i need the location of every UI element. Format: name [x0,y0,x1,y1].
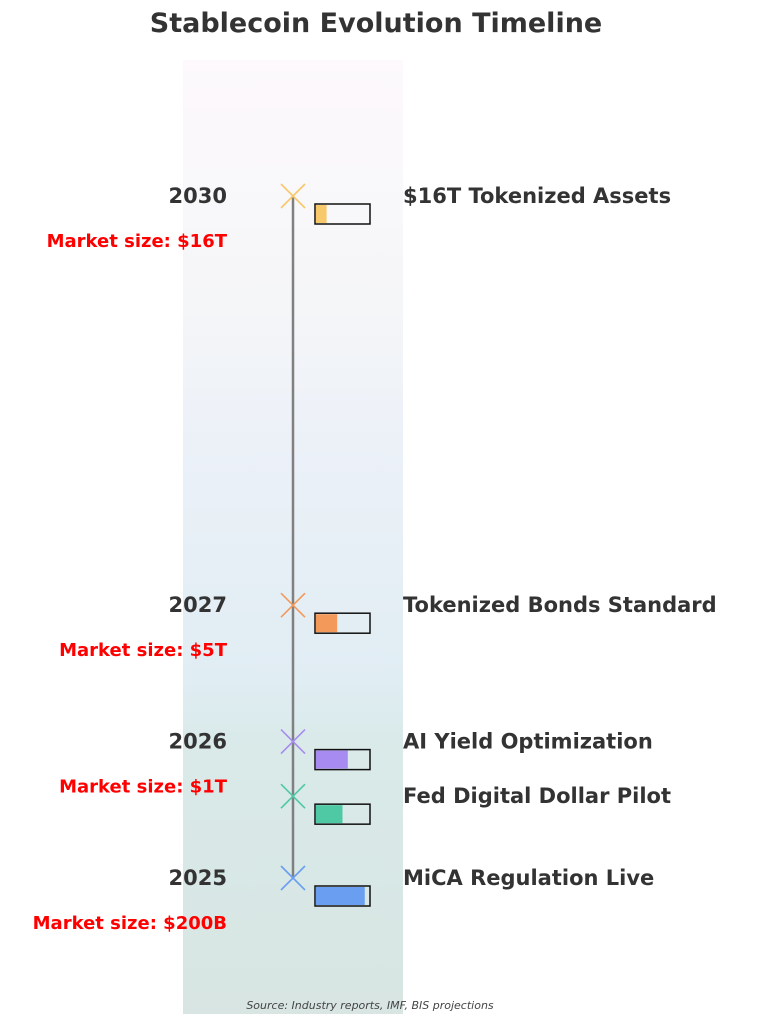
event-market-size: Market size: $1T [59,777,228,798]
timeline-event: 2030 Market size: $16T $16T Tokenized Asse… [47,183,671,252]
event-label: Fed Digital Dollar Pilot [403,784,671,808]
event-market-size: Market size: $5T [59,640,228,661]
progress-bar-outline [314,203,371,225]
event-label: $16T Tokenized Assets [403,184,671,208]
progress-bar-outline [314,612,371,634]
progress-bar-fill [316,887,365,905]
progress-bar-outline [314,803,371,825]
event-label: MiCA Regulation Live [403,866,654,890]
timeline-event: Fed Digital Dollar Pilot [280,783,671,825]
event-year: 2030 [169,184,227,208]
timeline-event: 2027 Market size: $5T Tokenized Bonds Stan… [59,592,717,661]
event-marker-icon [280,783,306,809]
event-year: 2027 [169,593,227,617]
progress-bar-outline [314,748,371,771]
progress-bar-fill [316,614,338,633]
timeline-event: 2025 Market size: $200B MiCA Regulation Li… [33,865,654,934]
event-year: 2026 [169,730,227,754]
event-market-size: Market size: $200B [33,913,227,934]
progress-bar-fill [316,750,348,769]
event-label: AI Yield Optimization [403,730,653,754]
event-marker-icon [280,729,306,755]
progress-bar-outline [314,885,371,907]
event-year: 2025 [169,866,227,890]
source-note: Source: Industry reports, IMF, BIS proje… [246,999,494,1012]
event-label: Tokenized Bonds Standard [403,593,717,617]
timeline-event: 2026 Market size: $1T AI Yield Optimizatio… [59,729,653,798]
event-market-size: Market size: $16T [47,231,228,252]
progress-bar-fill [316,805,343,824]
event-marker-icon [280,865,306,891]
chart-title: Stablecoin Evolution Timeline [150,8,602,39]
progress-bar-fill [316,205,327,223]
event-marker-icon [280,592,306,618]
event-marker-icon [280,183,306,209]
events-layer: 2025 Market size: $200B MiCA Regulation Li… [33,183,717,934]
